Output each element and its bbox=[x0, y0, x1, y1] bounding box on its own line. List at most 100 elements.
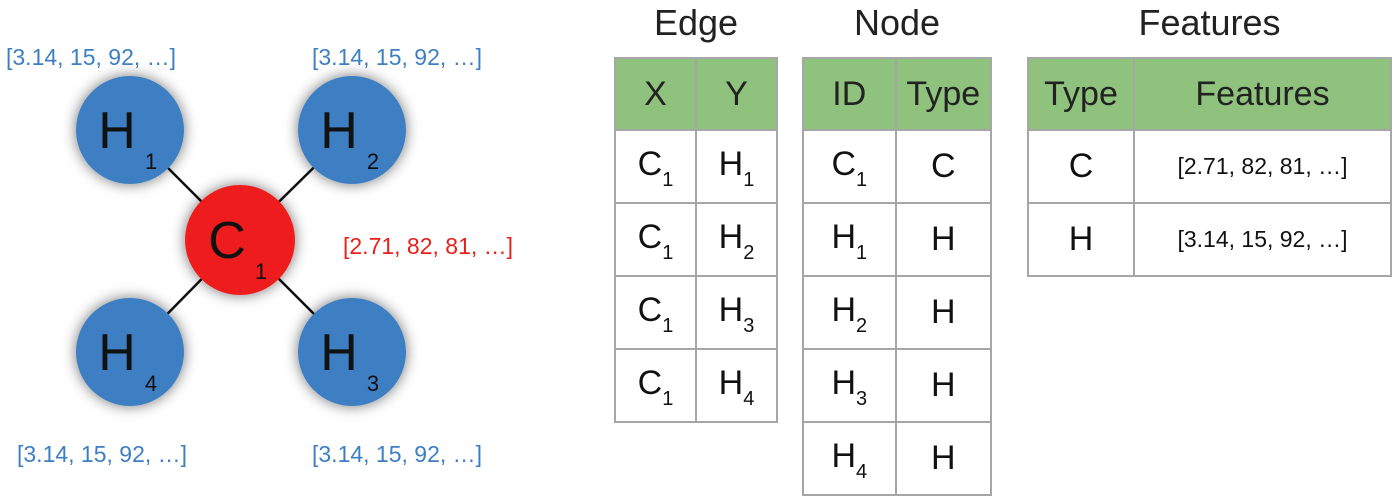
node-cell-id: H2 bbox=[802, 275, 897, 350]
edge-cell-y: H3 bbox=[695, 275, 778, 350]
edge-cell-y-index: 4 bbox=[743, 388, 755, 411]
h3-feature-label: [3.14, 15, 92, …] bbox=[312, 441, 483, 467]
node-cell-type: H bbox=[894, 421, 993, 496]
atom-h3: H3 bbox=[298, 298, 406, 406]
features-cell-vector: [2.71, 82, 81, …] bbox=[1133, 129, 1392, 204]
features-cell-vector: [3.14, 15, 92, …] bbox=[1133, 202, 1392, 277]
node-table-row: H3 H bbox=[802, 348, 993, 423]
atom-h3-circle bbox=[298, 298, 406, 406]
node-cell-id-index: 4 bbox=[856, 461, 868, 484]
edge-cell-x: C1 bbox=[614, 202, 697, 277]
features-table-row: H [3.14, 15, 92, …] bbox=[1027, 202, 1392, 277]
atom-h2-circle bbox=[298, 76, 406, 184]
atom-h2-symbol: H bbox=[320, 102, 358, 160]
node-cell-id-index: 3 bbox=[856, 388, 868, 411]
edge-cell-y-index: 1 bbox=[743, 169, 755, 192]
edge-table: X Y C1 H1 C1 H2 C1 H3 C1 H4 bbox=[614, 57, 778, 423]
atom-h4-circle bbox=[76, 298, 184, 406]
atom-h1-circle bbox=[76, 76, 184, 184]
edge-table-row: C1 H4 bbox=[614, 348, 778, 423]
node-table-row: H4 H bbox=[802, 421, 993, 496]
atom-c1-circle bbox=[185, 185, 295, 295]
atom-h2: H2 bbox=[298, 76, 406, 184]
edge-cell-y-symbol: H bbox=[718, 363, 744, 402]
node-cell-id-index: 2 bbox=[856, 315, 868, 338]
features-table-header-row: Type Features bbox=[1027, 57, 1392, 131]
edge-cell-y: H4 bbox=[695, 348, 778, 423]
h4-feature-label: [3.14, 15, 92, …] bbox=[17, 441, 188, 467]
atom-h4-index: 4 bbox=[145, 371, 157, 396]
features-table-row: C [2.71, 82, 81, …] bbox=[1027, 129, 1392, 204]
node-cell-id: C1 bbox=[802, 129, 897, 204]
atom-h1-index: 1 bbox=[145, 149, 157, 174]
node-header-type: Type bbox=[894, 57, 993, 131]
edge-header-y: Y bbox=[695, 57, 778, 131]
atom-h3-symbol: H bbox=[320, 324, 358, 382]
atom-c1-symbol: C bbox=[208, 212, 246, 270]
edge-table-row: C1 H1 bbox=[614, 129, 778, 204]
node-cell-id: H3 bbox=[802, 348, 897, 423]
node-cell-type: C bbox=[894, 129, 993, 204]
features-cell-type: C bbox=[1027, 129, 1135, 204]
edge-header-x: X bbox=[614, 57, 697, 131]
node-table-body: C1 C H1 H H2 H H3 H H4 H bbox=[802, 129, 993, 496]
edge-table-title: Edge bbox=[653, 2, 739, 43]
node-cell-id-index: 1 bbox=[856, 169, 868, 192]
features-header-type: Type bbox=[1027, 57, 1135, 131]
edge-table-header-row: X Y bbox=[614, 57, 778, 131]
edge-cell-x-index: 1 bbox=[662, 169, 674, 192]
atom-h4-symbol: H bbox=[98, 324, 136, 382]
node-cell-id-symbol: H bbox=[831, 363, 856, 402]
edge-cell-x-symbol: C bbox=[637, 363, 663, 402]
node-cell-id-symbol: H bbox=[831, 290, 856, 329]
node-table: ID Type C1 C H1 H H2 H H3 H H4 H bbox=[802, 57, 993, 496]
edge-table-row: C1 H2 bbox=[614, 202, 778, 277]
node-table-title: Node bbox=[853, 2, 941, 43]
node-table-header-row: ID Type bbox=[802, 57, 993, 131]
edge-cell-y: H2 bbox=[695, 202, 778, 277]
atom-h1-symbol: H bbox=[98, 102, 136, 160]
edge-cell-y-symbol: H bbox=[718, 290, 744, 329]
atom-h1: H1 bbox=[76, 76, 184, 184]
node-cell-id: H4 bbox=[802, 421, 897, 496]
node-cell-id-symbol: C bbox=[831, 144, 856, 183]
edge-cell-x-symbol: C bbox=[637, 290, 663, 329]
atom-c1: C1 bbox=[185, 185, 295, 295]
edge-cell-x: C1 bbox=[614, 275, 697, 350]
edge-table-row: C1 H3 bbox=[614, 275, 778, 350]
edge-cell-x-index: 1 bbox=[662, 242, 674, 265]
edge-cell-x-symbol: C bbox=[637, 217, 663, 256]
node-table-row: H1 H bbox=[802, 202, 993, 277]
edge-cell-y-index: 2 bbox=[743, 242, 755, 265]
features-table: Type Features C [2.71, 82, 81, …] H [3.14, … bbox=[1027, 57, 1392, 277]
node-cell-id-symbol: H bbox=[831, 436, 856, 475]
node-cell-id-index: 1 bbox=[856, 242, 868, 265]
node-cell-type: H bbox=[894, 202, 993, 277]
node-table-row: H2 H bbox=[802, 275, 993, 350]
features-cell-type: H bbox=[1027, 202, 1135, 277]
features-header-features: Features bbox=[1133, 57, 1392, 131]
node-cell-id-symbol: H bbox=[831, 217, 856, 256]
edge-cell-x-index: 1 bbox=[662, 315, 674, 338]
edge-cell-y-index: 3 bbox=[743, 315, 755, 338]
features-table-body: C [2.71, 82, 81, …] H [3.14, 15, 92, …] bbox=[1027, 129, 1392, 277]
edge-cell-x-index: 1 bbox=[662, 388, 674, 411]
node-table-row: C1 C bbox=[802, 129, 993, 204]
edge-cell-y-symbol: H bbox=[718, 217, 744, 256]
node-cell-type: H bbox=[894, 275, 993, 350]
atom-h4: H4 bbox=[76, 298, 184, 406]
edge-cell-y-symbol: H bbox=[718, 144, 744, 183]
edge-cell-x-symbol: C bbox=[637, 144, 663, 183]
edge-cell-y: H1 bbox=[695, 129, 778, 204]
features-table-title: Features bbox=[1138, 2, 1281, 43]
node-cell-id: H1 bbox=[802, 202, 897, 277]
h1-feature-label: [3.14, 15, 92, …] bbox=[6, 44, 177, 70]
edge-table-body: C1 H1 C1 H2 C1 H3 C1 H4 bbox=[614, 129, 778, 423]
atom-h2-index: 2 bbox=[367, 149, 379, 174]
node-cell-type: H bbox=[894, 348, 993, 423]
edge-cell-x: C1 bbox=[614, 348, 697, 423]
edge-cell-x: C1 bbox=[614, 129, 697, 204]
node-header-id: ID bbox=[802, 57, 897, 131]
